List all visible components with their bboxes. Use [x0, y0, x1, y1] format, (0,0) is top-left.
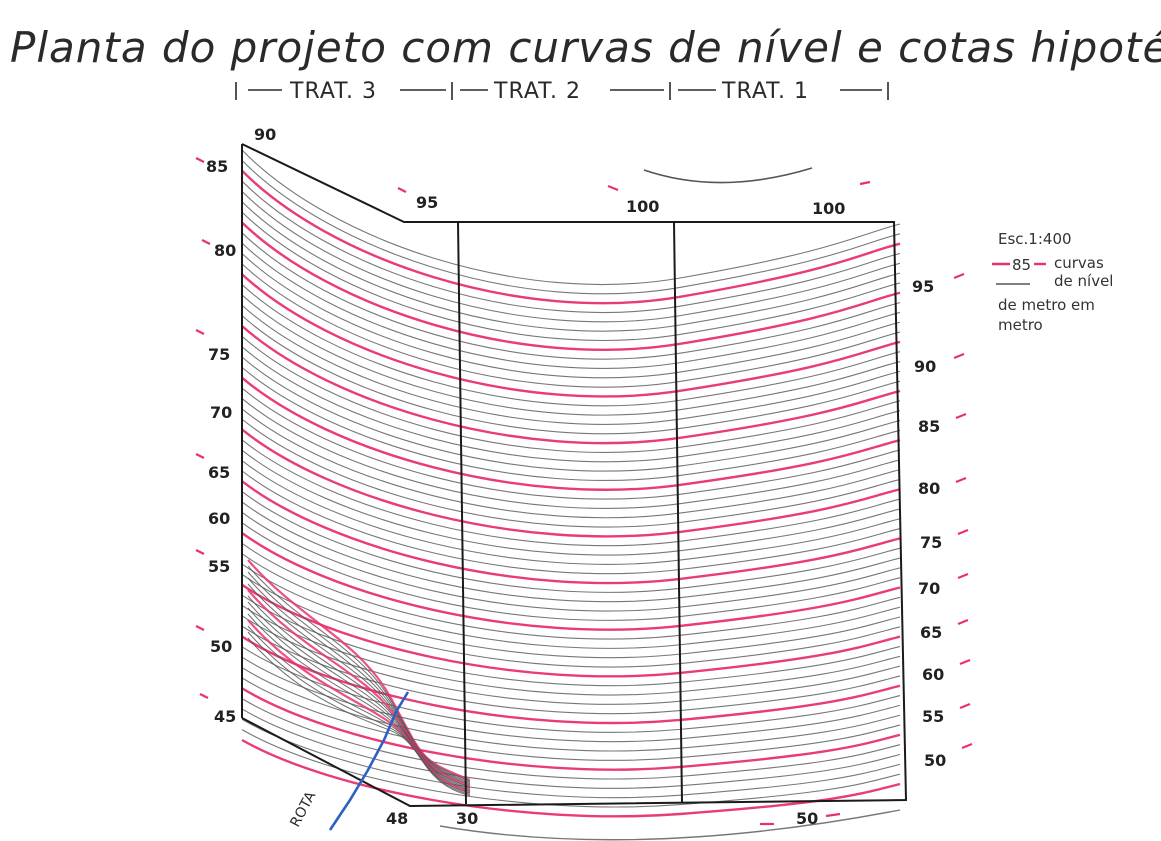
elev-left-75: 75: [208, 345, 230, 364]
minor-contour: [242, 160, 900, 293]
plan-title: Planta do projeto com curvas de nível e …: [10, 23, 1161, 72]
elev-left-70: 70: [210, 403, 232, 422]
elev-right-90: 90: [914, 357, 936, 376]
treatment-3-label: TRAT. 3: [289, 79, 377, 104]
outer-arc: [644, 168, 812, 183]
legend-curves-1: curvas: [1054, 254, 1104, 272]
elevation-labels-top: 95 100 100: [416, 193, 845, 218]
contour-lines: [242, 150, 900, 816]
elev-left-85: 85: [206, 157, 228, 176]
minor-contour: [242, 347, 900, 462]
elev-right-55: 55: [922, 707, 944, 726]
legend-index-label: 85: [1012, 256, 1031, 274]
elev-right-60: 60: [922, 665, 944, 684]
elev-left-45: 45: [214, 707, 236, 726]
minor-contour: [242, 150, 900, 285]
treatment-2-label: TRAT. 2: [493, 79, 581, 104]
elev-left-80: 80: [214, 241, 236, 260]
elev-bottom-50: 50: [796, 809, 818, 828]
legend-curves-3: de metro em: [998, 296, 1095, 314]
elev-left-50: 50: [210, 637, 232, 656]
minor-contour: [242, 574, 900, 667]
elev-left-90: 90: [254, 125, 276, 144]
rota-label: ROTA: [287, 789, 319, 830]
elev-top-100a: 100: [626, 197, 659, 216]
elev-left-60: 60: [208, 509, 230, 528]
minor-contour: [242, 398, 900, 508]
elev-top-95: 95: [416, 193, 438, 212]
legend-curves-4: metro: [998, 316, 1043, 334]
elev-right-85: 85: [918, 417, 940, 436]
index-contour: [242, 585, 900, 677]
minor-contour: [242, 409, 900, 518]
elevation-labels-right: 95 90 85 80 75 70 65 60 55 50: [912, 277, 946, 770]
elev-right-65: 65: [920, 623, 942, 642]
minor-contour: [242, 471, 900, 574]
elev-top-100b: 100: [812, 199, 845, 218]
elev-bottom-48: 48: [386, 809, 408, 828]
elev-right-80: 80: [918, 479, 940, 498]
elev-left-65: 65: [208, 463, 230, 482]
elev-right-75: 75: [920, 533, 942, 552]
elev-right-50: 50: [924, 751, 946, 770]
elev-left-55: 55: [208, 557, 230, 576]
elev-right-70: 70: [918, 579, 940, 598]
index-contour: [242, 326, 900, 443]
minor-contour: [242, 647, 900, 732]
legend: Esc.1:400 85 curvas de nível de metro em…: [992, 230, 1113, 334]
legend-scale: Esc.1:400: [998, 230, 1072, 248]
index-contour: [242, 481, 900, 583]
elev-right-95: 95: [912, 277, 934, 296]
elev-bottom-30: 30: [456, 809, 478, 828]
elevation-labels-left: 90 85 80 75 70 65 60 55 50 45 48: [206, 125, 408, 828]
treatment-1-label: TRAT. 1: [721, 79, 809, 104]
legend-curves-2: de nível: [1054, 272, 1113, 290]
